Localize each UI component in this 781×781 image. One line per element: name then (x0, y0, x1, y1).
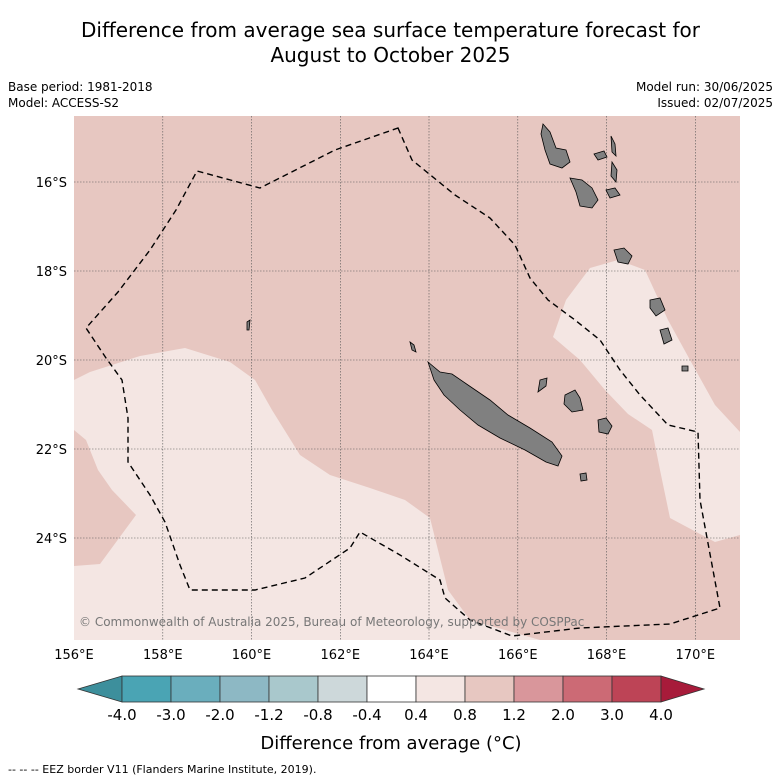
colorbar-bin (170, 675, 221, 703)
lat-tick-label: 16°S (36, 176, 67, 191)
lat-tick-label: 22°S (36, 443, 67, 458)
land-belep (409, 341, 417, 353)
land-pentecost (610, 160, 618, 184)
colorbar-tick-label: 4.0 (649, 706, 673, 724)
lon-tick-label: 166°E (498, 648, 538, 663)
colorbar-bin (611, 675, 662, 703)
land-malekula (569, 177, 599, 209)
colorbar-bin (366, 675, 417, 703)
lat-axis: 16°S 18°S 20°S 22°S 24°S (36, 176, 67, 547)
land-isle-of-pines (579, 472, 588, 482)
colorbar-high-extend (660, 675, 706, 703)
land-epi (605, 187, 621, 199)
eez-border (85, 127, 721, 637)
colorbar-bin (415, 675, 466, 703)
colorbar-ticks: -4.0 -3.0 -2.0 -1.2 -0.8 -0.4 0.4 0.8 1.… (107, 706, 673, 724)
colorbar-tick-label: 3.0 (600, 706, 624, 724)
land-ambae (593, 150, 608, 161)
lon-axis: 156°E 158°E 160°E 162°E 164°E 166°E 168°… (54, 648, 715, 663)
land-new-caledonia (427, 360, 563, 467)
colorbar-tick-label: -2.0 (205, 706, 234, 724)
lat-tick-label: 24°S (36, 532, 67, 547)
colorbar-low-extend (76, 675, 123, 703)
ocean-warm-patch (74, 430, 136, 566)
model-name: Model: ACCESS-S2 (8, 96, 120, 110)
colorbar-tick-label: -1.2 (254, 706, 283, 724)
colorbar-bin (464, 675, 515, 703)
meta-left: Base period: 1981-2018 Model: ACCESS-S2 (8, 79, 153, 111)
colorbar-tick-label: -0.8 (303, 706, 332, 724)
colorbar-bin (219, 675, 270, 703)
land-small-islet (246, 319, 251, 331)
map-panel: © Commonwealth of Australia 2025, Bureau… (74, 116, 740, 640)
lat-tick-label: 20°S (36, 354, 67, 369)
lon-tick-label: 164°E (409, 648, 449, 663)
title-line-1: Difference from average sea surface temp… (80, 18, 700, 42)
lat-tick-label: 18°S (36, 265, 67, 280)
issued-date: Issued: 02/07/2025 (657, 96, 773, 110)
colorbar-bin (513, 675, 564, 703)
land-efate (613, 247, 633, 265)
colorbar-bin (317, 675, 368, 703)
land-loyalty-ouvea (537, 377, 548, 393)
colorbar-tick-label: 0.4 (404, 706, 428, 724)
colorbar-bin (562, 675, 613, 703)
ocean-light-region-east (553, 260, 740, 542)
land-loyalty-mare (597, 417, 613, 435)
eez-legend: -- -- -- EEZ border V11 (Flanders Marine… (8, 763, 317, 776)
colorbar-bin (268, 675, 319, 703)
lon-tick-label: 162°E (321, 648, 361, 663)
lon-tick-label: 160°E (232, 648, 272, 663)
colorbar-bin (121, 675, 172, 703)
title-line-2: August to October 2025 (270, 43, 511, 67)
colorbar-tick-label: 0.8 (453, 706, 477, 724)
land-tanna (659, 327, 673, 345)
lon-tick-label: 168°E (587, 648, 627, 663)
copyright-text: © Commonwealth of Australia 2025, Bureau… (79, 615, 584, 629)
base-period: Base period: 1981-2018 (8, 80, 153, 94)
lon-tick-label: 170°E (676, 648, 716, 663)
gridlines (74, 116, 740, 640)
ocean-light-region-southwest (74, 348, 540, 640)
land-erromango (649, 297, 666, 317)
colorbar-tick-label: -4.0 (107, 706, 136, 724)
colorbar-tick-label: -0.4 (352, 706, 381, 724)
colorbar-tick-label: -3.0 (156, 706, 185, 724)
colorbar (76, 675, 706, 703)
land-masses (246, 123, 689, 482)
land-espiritu-santo (540, 123, 571, 169)
land-aneityum (681, 365, 689, 372)
lon-tick-label: 158°E (143, 648, 183, 663)
model-run: Model run: 30/06/2025 (635, 80, 773, 94)
meta-right: Model run: 30/06/2025 Issued: 02/07/2025 (636, 79, 773, 111)
land-maewo (610, 135, 617, 158)
land-loyalty-lifou (563, 389, 584, 413)
chart-title: Difference from average sea surface temp… (0, 18, 781, 68)
lon-tick-label: 156°E (54, 648, 94, 663)
colorbar-label: Difference from average (°C) (260, 733, 521, 754)
colorbar-tick-label: 1.2 (502, 706, 526, 724)
colorbar-tick-label: 2.0 (551, 706, 575, 724)
